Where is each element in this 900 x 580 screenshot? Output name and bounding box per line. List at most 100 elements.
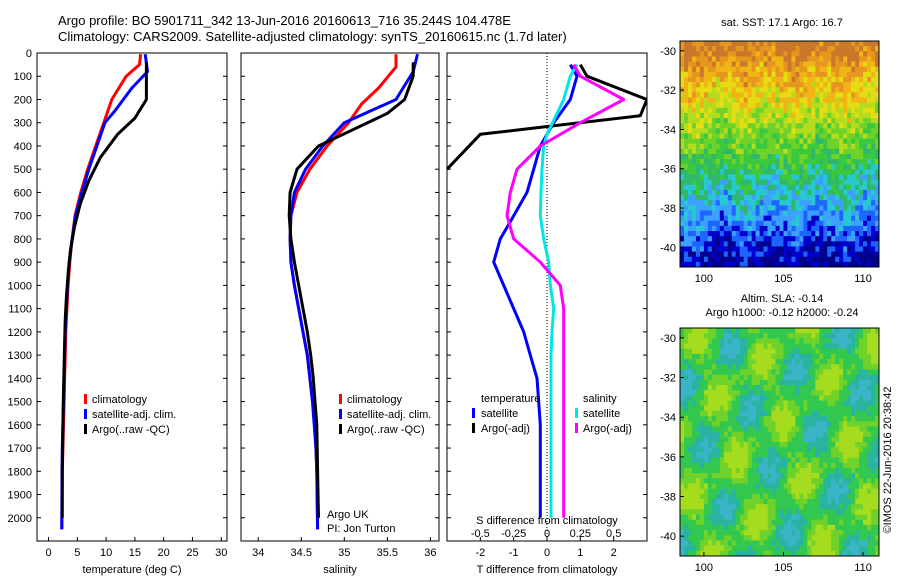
map-cell — [739, 154, 744, 160]
map-cell — [819, 442, 824, 448]
map-cell — [707, 169, 713, 175]
map-cell — [775, 359, 780, 365]
map-cell — [779, 231, 784, 237]
map-cell — [767, 51, 772, 57]
map-cell — [775, 261, 780, 268]
map-cell — [767, 246, 772, 252]
map-cell — [691, 328, 697, 334]
map-cell — [687, 328, 693, 334]
map-cell — [763, 92, 768, 98]
map-cell — [827, 261, 832, 268]
map-cell — [771, 97, 776, 103]
map-cell — [847, 550, 852, 557]
map-cell — [715, 499, 721, 505]
map-cell — [755, 499, 760, 505]
map-cell — [691, 436, 697, 443]
map-cell — [755, 338, 760, 344]
map-frame — [679, 327, 880, 557]
map-cell — [680, 359, 685, 365]
map-cell — [843, 184, 848, 191]
map-cell — [835, 385, 840, 391]
map-cell — [847, 236, 852, 242]
map-cell — [847, 390, 852, 396]
map-cell — [775, 530, 780, 536]
map-cell — [755, 102, 760, 109]
map-cell — [707, 410, 713, 417]
map-cell — [835, 436, 840, 443]
map-cell — [739, 467, 744, 474]
map-cell — [807, 348, 812, 355]
map-cell — [743, 478, 748, 484]
map-cell — [739, 256, 744, 263]
map-cell — [867, 390, 872, 396]
map-cell — [691, 169, 697, 175]
map-cell — [827, 215, 832, 222]
map-cell — [831, 369, 836, 375]
map-cell — [863, 61, 868, 67]
map-cell — [799, 467, 804, 474]
map-cell — [807, 107, 812, 114]
map-cell — [711, 97, 717, 103]
map-cell — [839, 488, 844, 495]
map-cell — [807, 364, 812, 370]
map-cell — [819, 369, 824, 375]
map-cell — [707, 509, 713, 515]
map-cell — [807, 473, 812, 479]
map-cell — [743, 92, 748, 98]
map-cell — [743, 71, 748, 78]
map-cell — [807, 215, 812, 222]
map-cell — [691, 251, 697, 258]
map-cell — [707, 220, 713, 227]
map-cell — [695, 195, 701, 201]
map-cell — [711, 550, 717, 557]
map-cell — [795, 246, 800, 252]
map-cell — [851, 545, 856, 552]
map-cell — [831, 426, 836, 432]
map-cell — [783, 390, 788, 396]
map-cell — [843, 210, 848, 216]
map-cell — [719, 133, 725, 139]
map-cell — [859, 56, 864, 62]
map-cell — [715, 390, 721, 396]
map-cell — [859, 483, 864, 489]
map-cell — [815, 374, 820, 381]
map-cell — [831, 82, 836, 88]
map-cell — [811, 123, 816, 129]
map-cell — [867, 61, 872, 67]
map-cell — [759, 338, 764, 344]
map-cell — [851, 138, 856, 145]
map-cell — [707, 174, 713, 180]
map-cell — [735, 71, 740, 78]
map-cell — [847, 421, 852, 427]
map-cell — [763, 56, 768, 62]
map-cell — [687, 241, 693, 247]
map-cell — [695, 519, 701, 526]
map-cell — [707, 473, 713, 479]
map-cell — [791, 82, 796, 88]
map-cell — [867, 41, 872, 47]
map-cell — [871, 442, 876, 448]
map-cell — [695, 545, 701, 552]
map-cell — [739, 364, 744, 370]
map-cell — [871, 164, 876, 170]
map-cell — [723, 210, 729, 216]
map-cell — [719, 138, 725, 145]
map-cell — [875, 236, 880, 242]
map-cell — [743, 410, 748, 417]
map-cell — [815, 514, 820, 521]
map-cell — [719, 395, 725, 401]
map-cell — [727, 179, 733, 186]
map-cell — [691, 128, 697, 134]
map-cell — [779, 251, 784, 258]
map-cell — [859, 509, 864, 515]
map-cell — [871, 102, 876, 109]
map-cell — [819, 483, 824, 489]
map-cell — [839, 261, 844, 268]
map-cell — [695, 179, 701, 186]
map-cell — [687, 261, 693, 268]
map-cell — [867, 343, 872, 350]
map-cell — [695, 467, 701, 474]
map-cell — [795, 133, 800, 139]
map-cell — [767, 343, 772, 350]
map-cell — [755, 169, 760, 175]
